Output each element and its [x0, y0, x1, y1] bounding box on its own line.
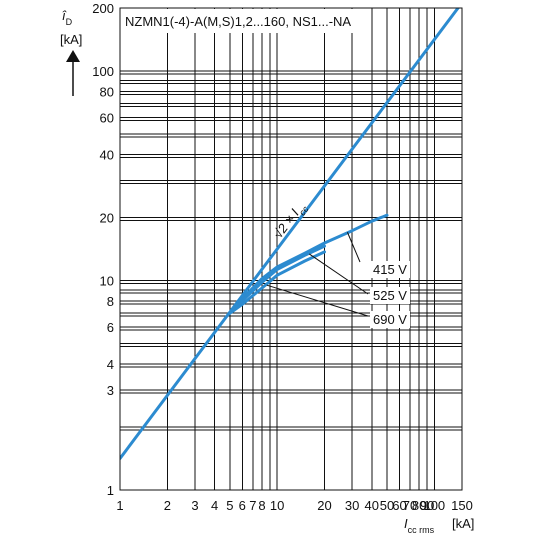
y-tick-label: 6 [107, 320, 114, 335]
x-tick-label: 10 [270, 498, 284, 513]
x-tick-label: 1 [116, 498, 123, 513]
y-tick-label: 3 [107, 383, 114, 398]
y-tick-label: 8 [107, 294, 114, 309]
x-tick-label: 100 [423, 498, 445, 513]
x-axis-symbol: Icc rms [404, 516, 435, 535]
x-tick-label: 20 [317, 498, 331, 513]
y-axis-symbol: îD [62, 8, 73, 27]
y-tick-label: 80 [100, 84, 114, 99]
x-tick-label: 8 [258, 498, 265, 513]
voltage-label: 415 V [373, 262, 407, 277]
y-tick-label: 1 [107, 483, 114, 498]
leader-line [266, 284, 369, 317]
x-tick-label: 3 [191, 498, 198, 513]
x-tick-label: 80 [412, 498, 426, 513]
voltage-label: 525 V [373, 288, 407, 303]
x-tick-label: 2 [164, 498, 171, 513]
y-tick-label: 200 [92, 1, 114, 16]
x-tick-label: 5 [226, 498, 233, 513]
annotation-leaders [266, 232, 369, 317]
sqrt2-icc-label: √2 × Icc [270, 198, 311, 243]
plot-frame [119, 7, 463, 491]
series-line [227, 244, 326, 316]
x-tick-label: 30 [345, 498, 359, 513]
y-tick-label: 20 [100, 210, 114, 225]
series-line [227, 213, 389, 316]
y-tick-label: 10 [100, 274, 114, 289]
x-tick-label: 6 [239, 498, 246, 513]
chart-title: NZMN1(-4)-A(M,S)1,2...160, NS1...-NA [125, 14, 351, 29]
series-line [120, 8, 460, 460]
leader-line [346, 232, 361, 263]
x-tick-label: 90 [420, 498, 434, 513]
x-tick-label: 4 [211, 498, 218, 513]
x-tick-label: 150 [451, 498, 473, 513]
y-tick-label: 60 [100, 111, 114, 126]
title-box [121, 9, 359, 33]
voltage-label-bg [370, 287, 410, 304]
x-tick-label: 50 [380, 498, 394, 513]
y-tick-label: 40 [100, 147, 114, 162]
x-tick-label: 7 [249, 498, 256, 513]
curves [120, 8, 460, 460]
y-axis-unit: [kA] [60, 32, 82, 47]
voltage-label-bg [370, 261, 410, 278]
leader-line [308, 253, 369, 295]
voltage-label-bg [370, 311, 410, 328]
series-line [227, 250, 326, 316]
x-tick-label: 70 [403, 498, 417, 513]
voltage-label: 690 V [373, 312, 407, 327]
grid [119, 7, 463, 491]
x-axis-unit: [kA] [452, 516, 474, 531]
axis-titles: îD [kA] Icc rms [kA] [60, 8, 474, 535]
x-tick-label: 40 [365, 498, 379, 513]
y-tick-label: 4 [107, 357, 114, 372]
y-tick-label: 100 [92, 64, 114, 79]
x-tick-label: 60 [392, 498, 406, 513]
y-axis-arrow-head [66, 50, 80, 62]
